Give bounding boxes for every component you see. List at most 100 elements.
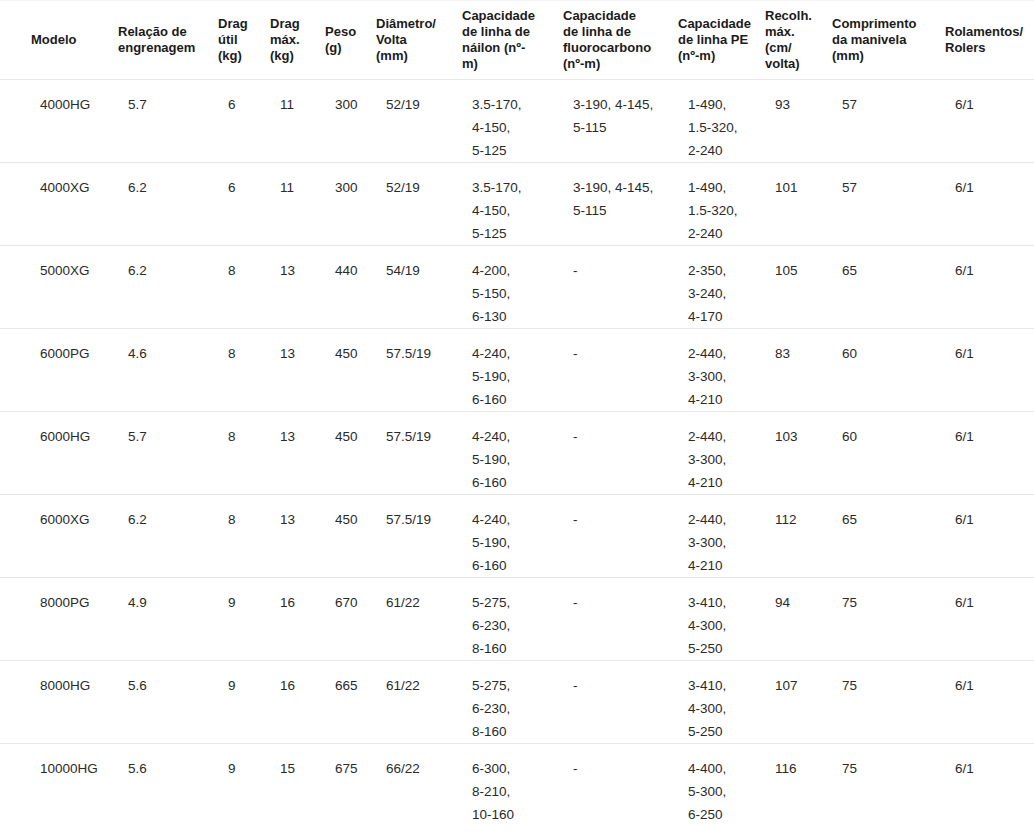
cell-diametro_volta_mm: 54/19 [376, 246, 462, 329]
cell-recolh_max_cm_volta: 112 [765, 495, 832, 578]
cell-diametro_volta_mm: 61/22 [376, 661, 462, 744]
cell-comprimento_manivela_mm: 60 [832, 412, 945, 495]
cell-capacidade_linha_nailon: 4-240, 5-190, 6-160 [462, 412, 563, 495]
cell-drag_util_kg: 9 [218, 661, 270, 744]
cell-recolh_max_cm_volta: 101 [765, 163, 832, 246]
cell-modelo: 4000XG [0, 163, 118, 246]
cell-comprimento_manivela_mm: 75 [832, 744, 945, 827]
cell-relacao_de_engrenagem: 6.2 [118, 163, 218, 246]
cell-drag_util_kg: 8 [218, 495, 270, 578]
cell-capacidade_linha_fluorocarbono: - [563, 329, 678, 412]
cell-relacao_de_engrenagem: 4.9 [118, 578, 218, 661]
cell-capacidade_linha_pe: 4-400, 5-300, 6-250 [678, 744, 765, 827]
cell-rolamentos_rolers: 6/1 [945, 163, 1034, 246]
cell-recolh_max_cm_volta: 83 [765, 329, 832, 412]
cell-modelo: 6000HG [0, 412, 118, 495]
cell-capacidade_linha_pe: 2-440, 3-300, 4-210 [678, 329, 765, 412]
table-row: 4000XG6.261130052/193.5-170, 4-150, 5-12… [0, 163, 1034, 246]
reel-spec-page: ModeloRelação de engrenagemDrag útil (kg… [0, 0, 1034, 832]
cell-rolamentos_rolers: 6/1 [945, 744, 1034, 827]
column-header-drag_max_kg: Drag máx. (kg) [270, 1, 325, 80]
cell-diametro_volta_mm: 52/19 [376, 163, 462, 246]
cell-capacidade_linha_nailon: 4-200, 5-150, 6-130 [462, 246, 563, 329]
cell-relacao_de_engrenagem: 4.6 [118, 329, 218, 412]
cell-drag_util_kg: 8 [218, 246, 270, 329]
cell-recolh_max_cm_volta: 103 [765, 412, 832, 495]
column-header-comprimento_manivela_mm: Comprimento da manivela (mm) [832, 1, 945, 80]
cell-capacidade_linha_pe: 2-440, 3-300, 4-210 [678, 412, 765, 495]
cell-relacao_de_engrenagem: 6.2 [118, 246, 218, 329]
cell-recolh_max_cm_volta: 107 [765, 661, 832, 744]
cell-capacidade_linha_pe: 3-410, 4-300, 5-250 [678, 578, 765, 661]
cell-modelo: 6000PG [0, 329, 118, 412]
cell-capacidade_linha_fluorocarbono: 3-190, 4-145, 5-115 [563, 80, 678, 163]
cell-drag_util_kg: 9 [218, 744, 270, 827]
cell-capacidade_linha_fluorocarbono: - [563, 495, 678, 578]
table-row: 5000XG6.281344054/194-200, 5-150, 6-130-… [0, 246, 1034, 329]
cell-capacidade_linha_nailon: 3.5-170, 4-150, 5-125 [462, 163, 563, 246]
cell-capacidade_linha_fluorocarbono: - [563, 246, 678, 329]
cell-drag_max_kg: 16 [270, 578, 325, 661]
cell-capacidade_linha_pe: 1-490, 1.5-320, 2-240 [678, 80, 765, 163]
cell-drag_util_kg: 8 [218, 412, 270, 495]
cell-recolh_max_cm_volta: 93 [765, 80, 832, 163]
table-row: 6000PG4.681345057.5/194-240, 5-190, 6-16… [0, 329, 1034, 412]
cell-drag_max_kg: 13 [270, 412, 325, 495]
cell-capacidade_linha_fluorocarbono: - [563, 744, 678, 827]
cell-diametro_volta_mm: 57.5/19 [376, 495, 462, 578]
cell-capacidade_linha_fluorocarbono: 3-190, 4-145, 5-115 [563, 163, 678, 246]
cell-relacao_de_engrenagem: 5.7 [118, 412, 218, 495]
column-header-diametro_volta_mm: Diâmetro/ Volta (mm) [376, 1, 462, 80]
cell-recolh_max_cm_volta: 105 [765, 246, 832, 329]
cell-relacao_de_engrenagem: 6.2 [118, 495, 218, 578]
cell-comprimento_manivela_mm: 60 [832, 329, 945, 412]
cell-drag_max_kg: 11 [270, 163, 325, 246]
cell-peso_g: 675 [325, 744, 376, 827]
cell-drag_max_kg: 13 [270, 246, 325, 329]
cell-relacao_de_engrenagem: 5.6 [118, 744, 218, 827]
cell-rolamentos_rolers: 6/1 [945, 246, 1034, 329]
table-header: ModeloRelação de engrenagemDrag útil (kg… [0, 1, 1034, 80]
table-header-row: ModeloRelação de engrenagemDrag útil (kg… [0, 1, 1034, 80]
cell-drag_util_kg: 9 [218, 578, 270, 661]
cell-diametro_volta_mm: 57.5/19 [376, 412, 462, 495]
cell-recolh_max_cm_volta: 116 [765, 744, 832, 827]
cell-capacidade_linha_nailon: 6-300, 8-210, 10-160 [462, 744, 563, 827]
cell-relacao_de_engrenagem: 5.7 [118, 80, 218, 163]
cell-peso_g: 450 [325, 412, 376, 495]
column-header-relacao_de_engrenagem: Relação de engrenagem [118, 1, 218, 80]
cell-modelo: 8000HG [0, 661, 118, 744]
cell-drag_max_kg: 15 [270, 744, 325, 827]
cell-comprimento_manivela_mm: 65 [832, 246, 945, 329]
column-header-recolh_max_cm_volta: Recolh. máx. (cm/ volta) [765, 1, 832, 80]
cell-drag_util_kg: 6 [218, 80, 270, 163]
table-body: 4000HG5.761130052/193.5-170, 4-150, 5-12… [0, 80, 1034, 827]
spec-table: ModeloRelação de engrenagemDrag útil (kg… [0, 0, 1034, 827]
cell-capacidade_linha_nailon: 3.5-170, 4-150, 5-125 [462, 80, 563, 163]
cell-capacidade_linha_pe: 2-350, 3-240, 4-170 [678, 246, 765, 329]
cell-rolamentos_rolers: 6/1 [945, 661, 1034, 744]
cell-rolamentos_rolers: 6/1 [945, 329, 1034, 412]
cell-capacidade_linha_nailon: 4-240, 5-190, 6-160 [462, 495, 563, 578]
cell-comprimento_manivela_mm: 65 [832, 495, 945, 578]
cell-diametro_volta_mm: 57.5/19 [376, 329, 462, 412]
cell-modelo: 4000HG [0, 80, 118, 163]
table-row: 8000PG4.991667061/225-275, 6-230, 8-160-… [0, 578, 1034, 661]
cell-comprimento_manivela_mm: 57 [832, 80, 945, 163]
column-header-capacidade_linha_fluorocarbono: Capacidade de linha de fluorocarbono (nº… [563, 1, 678, 80]
cell-capacidade_linha_nailon: 5-275, 6-230, 8-160 [462, 661, 563, 744]
cell-peso_g: 300 [325, 80, 376, 163]
column-header-capacidade_linha_pe: Capacidade de linha PE (nº-m) [678, 1, 765, 80]
cell-rolamentos_rolers: 6/1 [945, 80, 1034, 163]
cell-drag_max_kg: 13 [270, 329, 325, 412]
cell-recolh_max_cm_volta: 94 [765, 578, 832, 661]
cell-capacidade_linha_nailon: 4-240, 5-190, 6-160 [462, 329, 563, 412]
cell-modelo: 8000PG [0, 578, 118, 661]
cell-comprimento_manivela_mm: 57 [832, 163, 945, 246]
cell-drag_util_kg: 8 [218, 329, 270, 412]
cell-comprimento_manivela_mm: 75 [832, 661, 945, 744]
cell-peso_g: 440 [325, 246, 376, 329]
cell-capacidade_linha_nailon: 5-275, 6-230, 8-160 [462, 578, 563, 661]
cell-rolamentos_rolers: 6/1 [945, 412, 1034, 495]
cell-capacidade_linha_pe: 3-410, 4-300, 5-250 [678, 661, 765, 744]
